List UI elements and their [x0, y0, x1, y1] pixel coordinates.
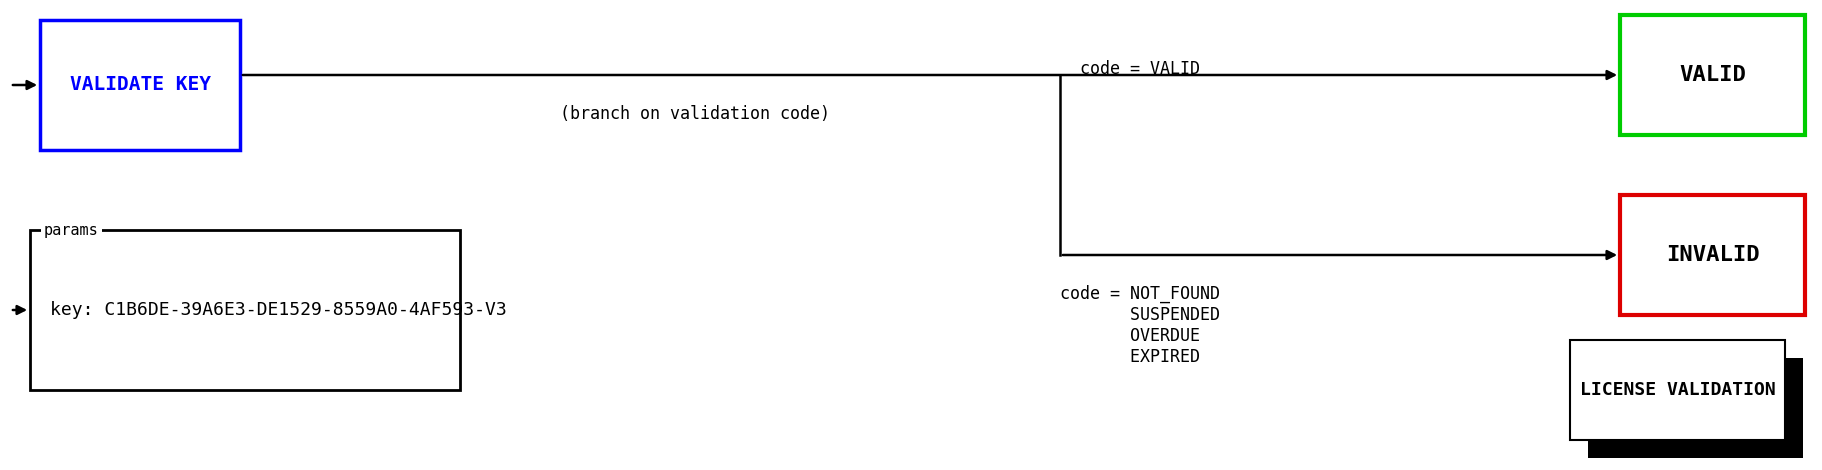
- Text: INVALID: INVALID: [1665, 245, 1760, 265]
- Text: VALIDATE KEY: VALIDATE KEY: [69, 76, 211, 94]
- Text: LICENSE VALIDATION: LICENSE VALIDATION: [1580, 381, 1775, 399]
- Text: VALID: VALID: [1680, 65, 1745, 85]
- Text: key: C1B6DE-39A6E3-DE1529-8559A0-4AF593-V3: key: C1B6DE-39A6E3-DE1529-8559A0-4AF593-…: [49, 301, 507, 319]
- Bar: [40, 20, 241, 150]
- Text: code = VALID: code = VALID: [1080, 60, 1201, 78]
- Text: (branch on validation code): (branch on validation code): [559, 105, 831, 123]
- Bar: [29, 230, 459, 390]
- Bar: [1620, 15, 1806, 135]
- Text: params: params: [44, 222, 98, 237]
- Bar: [1589, 358, 1804, 458]
- Bar: [1620, 195, 1806, 315]
- Text: code = NOT_FOUND
       SUSPENDED
       OVERDUE
       EXPIRED: code = NOT_FOUND SUSPENDED OVERDUE EXPIR…: [1060, 285, 1221, 366]
- Bar: [1571, 340, 1786, 440]
